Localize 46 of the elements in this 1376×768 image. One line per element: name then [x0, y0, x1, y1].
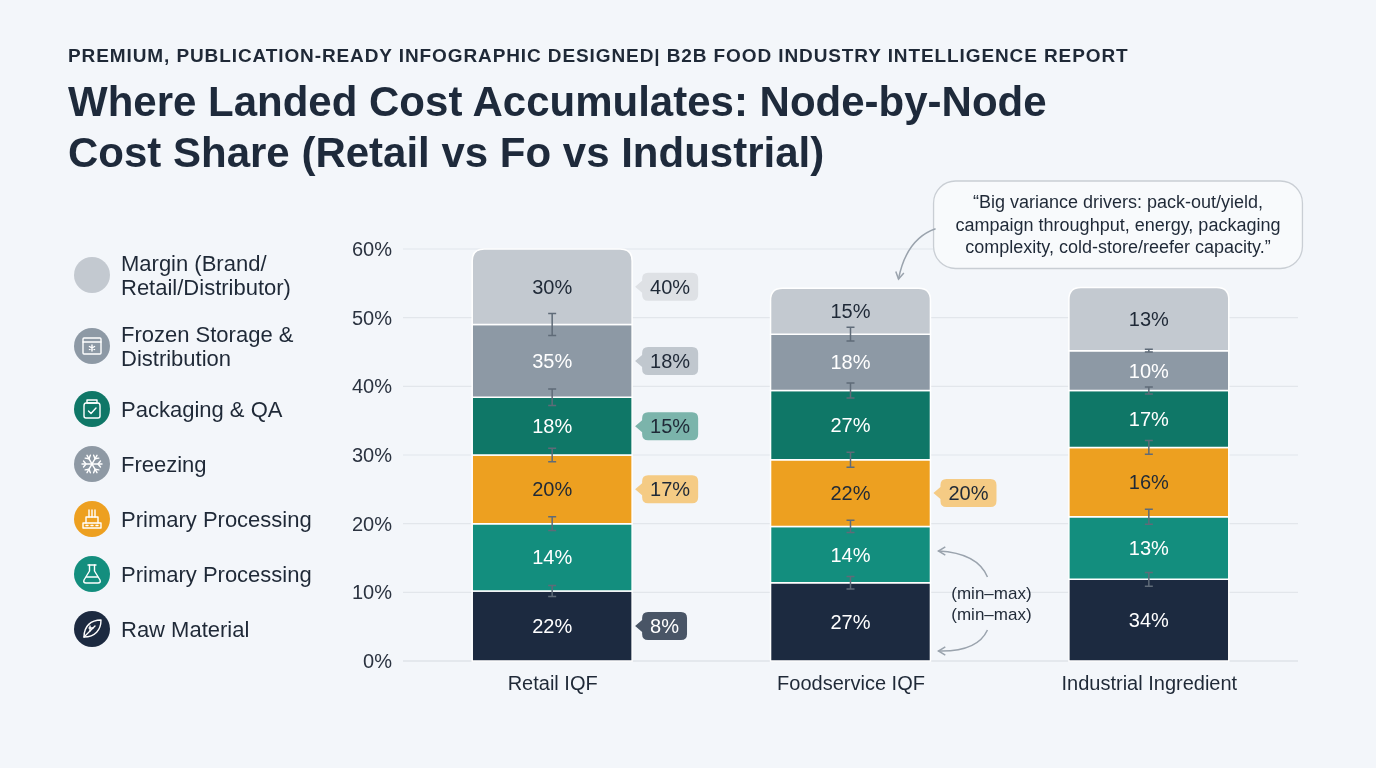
- annotation: 14%: [532, 546, 573, 569]
- annotation: 20%: [532, 478, 573, 501]
- x-tick-label: Industrial Ingredient: [1061, 672, 1238, 695]
- legend-label: Margin (Brand/Retail/Distributor): [121, 250, 291, 300]
- annotation: 18%: [650, 349, 691, 372]
- chart-title: Where Landed Cost Accumulates: Node-by-Node Cost Share (Retail vs Fo vs Industrial): [68, 78, 1047, 176]
- annotation: 16%: [1128, 471, 1170, 494]
- annotation: 15%: [650, 415, 691, 438]
- legend-label: Primary Processing: [121, 561, 312, 587]
- x-tick-label: Foodservice IQF: [777, 672, 925, 695]
- annotation: 14%: [830, 543, 871, 566]
- chart-subtitle: PREMIUM, PUBLICATION-READY INFOGRAPHIC DESIGNED| B2B FOOD INDUSTRY INTELLIGENCE REPORT: [68, 45, 1129, 66]
- annotation: “Big variance drivers: pack-out/yield, campaign throughput, energy, packaging complexity, cold-store/reefer capacity.”: [955, 192, 1281, 258]
- annotation: 18%: [532, 415, 573, 438]
- legend-label: Frozen Storage & Distribution: [121, 321, 294, 371]
- annotation: 27%: [830, 610, 871, 633]
- legend-label: Freezing: [121, 451, 207, 477]
- annotation: 18%: [830, 351, 871, 374]
- legend-label: Packaging & QA: [121, 396, 283, 422]
- annotation: 10%: [1128, 359, 1170, 382]
- annotation: (min–max): [951, 583, 1032, 603]
- y-tick-label: 40%: [351, 375, 393, 398]
- x-tick-label: Retail IQF: [507, 672, 598, 695]
- annotation: 30%: [532, 275, 573, 298]
- annotation: 40%: [650, 275, 691, 298]
- annotation: 34%: [1128, 609, 1170, 632]
- annotation: 15%: [830, 300, 871, 323]
- annotation: 35%: [532, 349, 573, 372]
- annotation: (min–max): [951, 604, 1032, 624]
- annotation: 20%: [948, 482, 989, 505]
- annotation: 13%: [1128, 537, 1170, 560]
- annotation: 17%: [650, 478, 691, 501]
- legend-label: Primary Processing: [121, 506, 312, 532]
- y-tick-label: 30%: [351, 443, 393, 466]
- annotation: 22%: [830, 482, 871, 505]
- y-tick-label: 50%: [351, 306, 393, 329]
- annotation: 22%: [532, 614, 573, 637]
- annotation: 8%: [650, 614, 680, 637]
- y-tick-label: 60%: [351, 237, 393, 260]
- legend-label: Raw Material: [121, 616, 250, 642]
- annotation: 27%: [830, 414, 871, 437]
- y-tick-label: 0%: [363, 649, 393, 672]
- y-tick-label: 20%: [351, 512, 393, 535]
- annotation: 13%: [1128, 308, 1170, 331]
- annotation: 17%: [1128, 407, 1170, 430]
- y-tick-label: 10%: [351, 581, 393, 604]
